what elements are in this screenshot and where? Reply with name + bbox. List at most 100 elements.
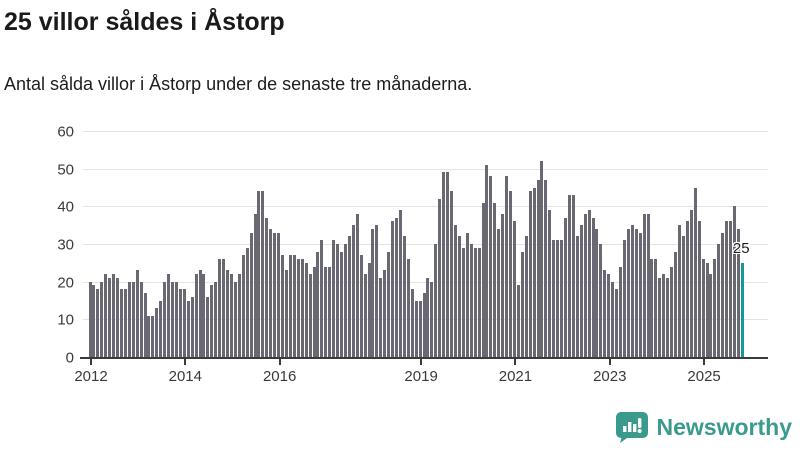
bar: [202, 274, 206, 357]
highlighted-bar: [740, 262, 744, 357]
bar: [226, 270, 230, 357]
bar: [119, 289, 123, 357]
bar: [100, 281, 104, 357]
bar: [638, 232, 642, 357]
gridline-y-20: [83, 281, 768, 283]
bar: [611, 281, 615, 357]
bar: [469, 244, 473, 357]
bar: [273, 232, 277, 357]
bar: [308, 274, 312, 357]
bar: [622, 240, 626, 357]
bar: [560, 240, 564, 357]
bar: [190, 296, 194, 357]
bar: [599, 244, 603, 357]
bar: [493, 202, 497, 357]
bar: [697, 221, 701, 357]
bar: [206, 296, 210, 357]
bar: [528, 191, 532, 357]
bar: [391, 221, 395, 357]
bar: [371, 228, 375, 357]
bar: [418, 300, 422, 357]
bar: [277, 232, 281, 357]
gridline-y-60: [83, 131, 768, 132]
bar: [112, 274, 116, 357]
bar: [457, 236, 461, 357]
x-axis-tick: [278, 359, 281, 365]
bar: [414, 300, 418, 357]
bar: [422, 292, 426, 357]
brand-wordmark: Newsworthy: [656, 414, 792, 440]
bar: [595, 228, 599, 357]
bar: [654, 259, 658, 357]
bar: [198, 270, 202, 357]
bar: [571, 195, 575, 357]
bar: [257, 191, 261, 357]
bar: [108, 277, 112, 357]
y-axis-tick-label: 50: [57, 161, 74, 179]
bar: [288, 255, 292, 357]
bar: [607, 274, 611, 357]
bar: [245, 247, 249, 357]
chart-subtitle: Antal sålda villor i Åstorp under de sen…: [4, 74, 473, 94]
bar: [304, 262, 308, 357]
bar: [434, 244, 438, 357]
bar: [650, 259, 654, 357]
bar: [367, 262, 371, 357]
bar: [717, 244, 721, 357]
bar: [92, 285, 96, 357]
bar: [713, 259, 717, 357]
bar: [249, 232, 253, 357]
x-axis-tick: [184, 359, 187, 365]
bar: [104, 274, 108, 357]
bar: [300, 259, 304, 357]
bar: [398, 210, 402, 357]
bar: [351, 225, 355, 357]
bar: [182, 289, 186, 357]
y-axis-tick-label: 0: [65, 349, 74, 367]
bar: [536, 179, 540, 357]
bar: [662, 274, 666, 357]
bar: [139, 281, 143, 357]
bar: [285, 270, 288, 357]
bar: [509, 191, 512, 357]
bar: [564, 217, 568, 357]
bar: [473, 247, 477, 357]
bar: [634, 228, 638, 357]
bar: [481, 202, 485, 357]
bar: [693, 187, 697, 357]
bar: [736, 228, 740, 357]
bar: [186, 300, 190, 357]
bar: [151, 315, 155, 357]
bar: [721, 232, 725, 357]
bar: [733, 206, 737, 357]
bar: [155, 308, 159, 357]
bar: [131, 281, 135, 357]
bar: [167, 274, 171, 357]
bar: [332, 240, 336, 357]
bar: [253, 213, 257, 357]
bar: [210, 285, 214, 357]
x-axis-tick-label: 2019: [404, 368, 438, 385]
bar: [548, 210, 552, 357]
x-axis-tick: [420, 359, 423, 365]
bar: [328, 266, 332, 357]
bar: [336, 244, 340, 357]
bar: [237, 274, 241, 357]
bar: [658, 277, 662, 357]
bar: [296, 259, 300, 357]
bar: [670, 266, 674, 357]
bar: [383, 270, 387, 357]
x-axis-tick-label: 2012: [74, 368, 108, 385]
x-axis-tick: [703, 359, 706, 365]
bar: [218, 259, 222, 357]
bar: [430, 281, 434, 357]
bar: [320, 240, 324, 357]
x-axis-tick-label: 2025: [687, 368, 721, 385]
bar: [567, 195, 571, 357]
bar: [630, 225, 634, 357]
bar: [705, 262, 709, 357]
bar: [520, 251, 524, 357]
bar: [477, 247, 481, 357]
bar: [729, 221, 733, 357]
bar: [552, 240, 556, 357]
